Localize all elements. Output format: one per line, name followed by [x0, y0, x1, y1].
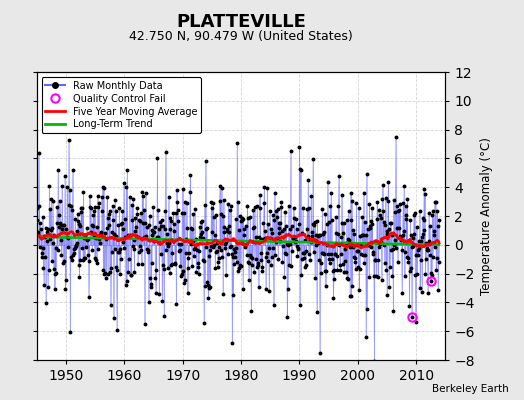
- Text: PLATTEVILLE: PLATTEVILLE: [176, 13, 306, 31]
- Y-axis label: Temperature Anomaly (°C): Temperature Anomaly (°C): [481, 137, 494, 295]
- Text: Berkeley Earth: Berkeley Earth: [432, 384, 508, 394]
- Legend: Raw Monthly Data, Quality Control Fail, Five Year Moving Average, Long-Term Tren: Raw Monthly Data, Quality Control Fail, …: [41, 77, 201, 133]
- Text: 42.750 N, 90.479 W (United States): 42.750 N, 90.479 W (United States): [129, 30, 353, 43]
